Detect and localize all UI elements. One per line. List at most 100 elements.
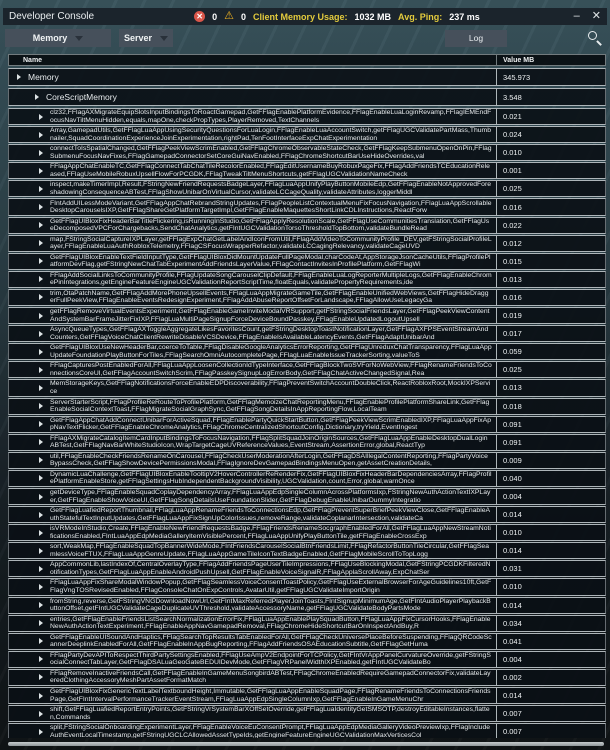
expand-caret-icon[interactable]: [39, 583, 43, 590]
table-row[interactable]: MemStorageKeys,GetFFlagNotificationsForc…: [8, 379, 606, 397]
expand-caret-icon[interactable]: [39, 565, 43, 572]
expand-caret-icon[interactable]: [39, 403, 43, 410]
table-row[interactable]: connectToIsSpatialChanged,GetFFlagPeekVi…: [8, 144, 606, 162]
table-row[interactable]: entries,GetFFlagEnableFriendsListSearchN…: [8, 614, 606, 632]
table-row[interactable]: ServerStarterScript,FFlagProfileReRouteT…: [8, 397, 606, 415]
table-row[interactable]: GetFFlagEnableUISoundAndHaptics,FFlagSea…: [8, 632, 606, 650]
table-row[interactable]: shift,GetFFlagLuafiedReportEntryPoints,G…: [8, 705, 606, 723]
table-row[interactable]: clz32,FFlagAXMigrateEquipSlotsInputBindi…: [8, 108, 606, 126]
row-value: 0.016: [496, 289, 605, 306]
minimize-icon[interactable]: –: [573, 10, 580, 22]
close-icon[interactable]: ✕: [591, 10, 601, 22]
expand-caret-icon[interactable]: [39, 348, 43, 355]
table-row[interactable]: trim,OtaPatchName,GetFFlagAddMorePhoneUp…: [8, 288, 606, 307]
row-value: 345.973: [496, 69, 605, 85]
row-name: Memory: [28, 72, 59, 82]
table-row[interactable]: AppCommonLib,lastIndexOf,CentralOverlayT…: [8, 560, 606, 578]
expand-caret-icon[interactable]: [39, 475, 43, 482]
expand-caret-icon[interactable]: [39, 149, 43, 156]
table-row[interactable]: isVRModeInStudio,Create,FFlagEnableNewFr…: [8, 524, 606, 542]
table-row[interactable]: GetFFlagUIBloxUseNewHeaderBar,coerceToTa…: [8, 343, 606, 361]
table-row[interactable]: Memory 345.973: [8, 68, 606, 86]
expand-caret-icon[interactable]: [39, 674, 43, 681]
row-name: fromString,reverse,GetFStringVNGDownload…: [50, 597, 491, 613]
expand-caret-icon[interactable]: [39, 312, 43, 319]
table-row[interactable]: map,FStringSocialCaptureIXPLayer,getFFla…: [8, 234, 606, 252]
row-value: 0.010: [496, 579, 605, 595]
expand-caret-icon[interactable]: [39, 493, 43, 500]
expand-caret-icon[interactable]: [39, 439, 43, 446]
expand-caret-icon[interactable]: [39, 421, 43, 428]
row-value: 0.010: [496, 145, 605, 161]
table-row[interactable]: getFFlagRemoveVirtualEventsExperiment,Ge…: [8, 307, 606, 325]
expand-caret-icon[interactable]: [39, 330, 43, 337]
expand-caret-icon[interactable]: [35, 94, 39, 100]
expand-caret-icon[interactable]: [39, 131, 43, 138]
expand-caret-icon[interactable]: [39, 185, 43, 192]
table-row[interactable]: FFlagAppChatEnableTC,GetFFlagConnectTabC…: [8, 162, 606, 180]
table-row[interactable]: GetFFlagUIBloxFixGenericTextLabelTextbou…: [8, 687, 606, 705]
table-row[interactable]: FFlagRemoveInactiveFriendsCall,GetFFlagE…: [8, 668, 606, 686]
table-row[interactable]: FFlagPartyDevAPIToRespectThirdPartySetti…: [8, 650, 606, 668]
expand-caret-icon[interactable]: [39, 728, 43, 735]
expand-caret-icon[interactable]: [39, 457, 43, 464]
expand-caret-icon[interactable]: [39, 384, 43, 391]
table-row[interactable]: FFlagAddSocialLinksToCommunityProfile,FF…: [8, 270, 606, 288]
log-button[interactable]: Log: [445, 29, 507, 47]
warning-icon: ⚠: [224, 10, 234, 22]
expand-caret-icon[interactable]: [39, 529, 43, 536]
row-name: GetFFlagUIBloxEnableTextFieldInputType,G…: [50, 253, 491, 269]
expand-caret-icon[interactable]: [39, 167, 43, 174]
table-row[interactable]: getDeviceType,FFlagEnableSquadCoplayDepe…: [8, 487, 606, 506]
expand-caret-icon[interactable]: [39, 240, 43, 247]
table-row[interactable]: AsyncQueueTypes,GetFFlagAXToggleAggregat…: [8, 325, 606, 343]
expand-caret-icon[interactable]: [39, 294, 43, 301]
expand-caret-icon[interactable]: [39, 113, 43, 120]
server-dropdown[interactable]: Server: [119, 29, 173, 47]
expand-caret-icon[interactable]: [17, 74, 21, 80]
row-value: 0.022: [496, 217, 605, 233]
table-row[interactable]: inspect,makeTimerImpl,Result,FStringNewF…: [8, 180, 606, 198]
row-name: getFFlagRemoveVirtualEventsExperiment,Ge…: [50, 308, 490, 323]
table-row[interactable]: Array,GamepadUtils,GetFFlagLuaAppUsingSe…: [8, 126, 606, 144]
horizontal-scrollbar[interactable]: [8, 742, 604, 746]
table-row[interactable]: FFlagAXMigrateCatalogItemCardInputBindin…: [8, 433, 606, 451]
table-row[interactable]: util,FFlagEnableCheckFriendsRenameOnCaro…: [8, 451, 606, 469]
table-row[interactable]: GetFFlagLuafiedReportThumbnail,FFlagLuaA…: [8, 506, 606, 524]
expand-caret-icon[interactable]: [39, 366, 43, 373]
expand-caret-icon[interactable]: [39, 511, 43, 518]
table-row[interactable]: CoreScriptMemory 3.548: [8, 88, 606, 106]
expand-caret-icon[interactable]: [39, 656, 43, 663]
expand-caret-icon[interactable]: [39, 276, 43, 283]
table-row[interactable]: DynamicLuaChallenge,GetFFlagUIBloxEnable…: [8, 469, 606, 487]
table-row[interactable]: sort,WeakMap,FFlagEnableSquadTopBannerWi…: [8, 542, 606, 560]
table-row[interactable]: fromString,reverse,GetFStringVNGDownload…: [8, 596, 606, 614]
table-row[interactable]: split,FStringSocialOnboardingExperimentL…: [8, 723, 606, 738]
row-value: 0.018: [496, 398, 605, 414]
search-icon[interactable]: [587, 29, 603, 47]
expand-caret-icon[interactable]: [39, 620, 43, 627]
table-row[interactable]: FIntAddUILessModeVariant,GetFFlagAppChat…: [8, 198, 606, 216]
expand-caret-icon[interactable]: [39, 710, 43, 717]
memory-dropdown[interactable]: Memory: [5, 29, 111, 47]
server-dropdown-label: Server: [123, 33, 153, 43]
row-value: 0.004: [496, 651, 605, 667]
expand-caret-icon[interactable]: [39, 204, 43, 211]
row-name: shift,GetFFlagLuafiedReportEntryPoints,G…: [50, 706, 490, 721]
expand-caret-icon[interactable]: [39, 547, 43, 554]
expand-caret-icon[interactable]: [39, 638, 43, 645]
error-count: 0: [212, 11, 218, 22]
table-row[interactable]: FFlagCapturesPostEnabledForAll,FFlagLuaA…: [8, 361, 606, 379]
table-row[interactable]: GetFFlagUIBloxEnableTextFieldInputType,G…: [8, 252, 606, 270]
expand-caret-icon[interactable]: [39, 602, 43, 609]
table-row[interactable]: FFlagLuaAppFixShareModalWindowPopup,GetF…: [8, 578, 606, 596]
table-row[interactable]: GetFFlagUIBloxFixHeaderBarTitleFlickerin…: [8, 216, 606, 234]
row-name: util,FFlagEnableCheckFriendsRenameOnCaro…: [50, 452, 488, 468]
expand-caret-icon[interactable]: [39, 222, 43, 229]
row-value: 0.021: [496, 109, 605, 125]
row-name: FFlagCapturesPostEnabledForAll,FFlagLuaA…: [50, 362, 492, 377]
table-row[interactable]: GetFFlagAppChatAddConnectUnibarForActive…: [8, 415, 606, 433]
row-name: GetFFlagUIBloxUseNewHeaderBar,coerceToTa…: [50, 344, 492, 359]
expand-caret-icon[interactable]: [39, 258, 43, 265]
expand-caret-icon[interactable]: [39, 692, 43, 699]
